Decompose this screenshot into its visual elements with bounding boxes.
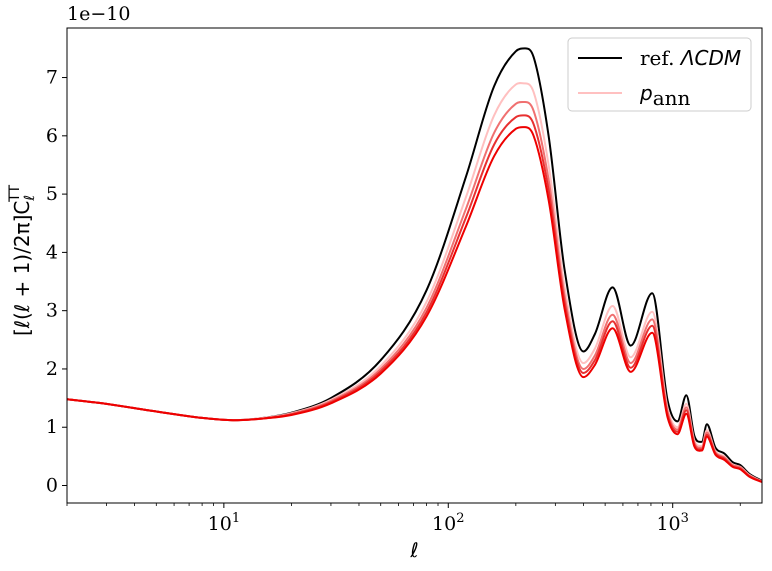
legend-label-ref: ref. ΛCDM [640, 46, 741, 70]
y-tick-label: 1 [46, 416, 58, 438]
y-offset-label: 1e−10 [67, 3, 130, 25]
series-line-2 [67, 100, 762, 483]
y-axis-label: [ℓ(ℓ + 1)/2π]CℓTT [7, 185, 38, 337]
legend: ref. ΛCDM pann [567, 37, 752, 112]
series-line-4 [67, 126, 762, 483]
y-axis-label-sub: ℓ [22, 195, 38, 202]
y-tick-label: 5 [46, 183, 58, 205]
legend-label-pann-sub: ann [653, 86, 691, 110]
y-tick-label: 0 [46, 475, 58, 497]
y-tick-label: 7 [46, 67, 58, 89]
legend-label-ref-prefix: ref. [640, 46, 681, 70]
plot-frame [66, 27, 763, 504]
y-tick-label: 2 [46, 358, 58, 380]
series-line-0 [67, 47, 762, 482]
x-tick-label: 103 [656, 511, 688, 535]
y-axis-ticks: 0 1 2 3 4 5 6 7 [46, 67, 67, 497]
x-tick-label: 102 [432, 511, 464, 535]
y-axis-label-main: [ℓ(ℓ + 1)/2π]C [10, 201, 34, 336]
x-axis-ticks: 101 102 103 [66, 503, 741, 535]
y-tick-label: 3 [46, 300, 58, 322]
series-layer [67, 47, 762, 483]
legend-label-pann: pann [639, 81, 691, 110]
x-axis-label: ℓ [409, 538, 418, 562]
legend-label-ref-math: ΛCDM [679, 46, 741, 70]
series-line-1 [67, 82, 762, 483]
y-axis-label-sup: TT [7, 185, 23, 203]
series-line-3 [67, 114, 762, 483]
y-tick-label: 4 [46, 241, 58, 263]
x-tick-label: 101 [208, 511, 240, 535]
y-tick-label: 6 [46, 125, 58, 147]
legend-label-pann-math: p [639, 81, 653, 105]
